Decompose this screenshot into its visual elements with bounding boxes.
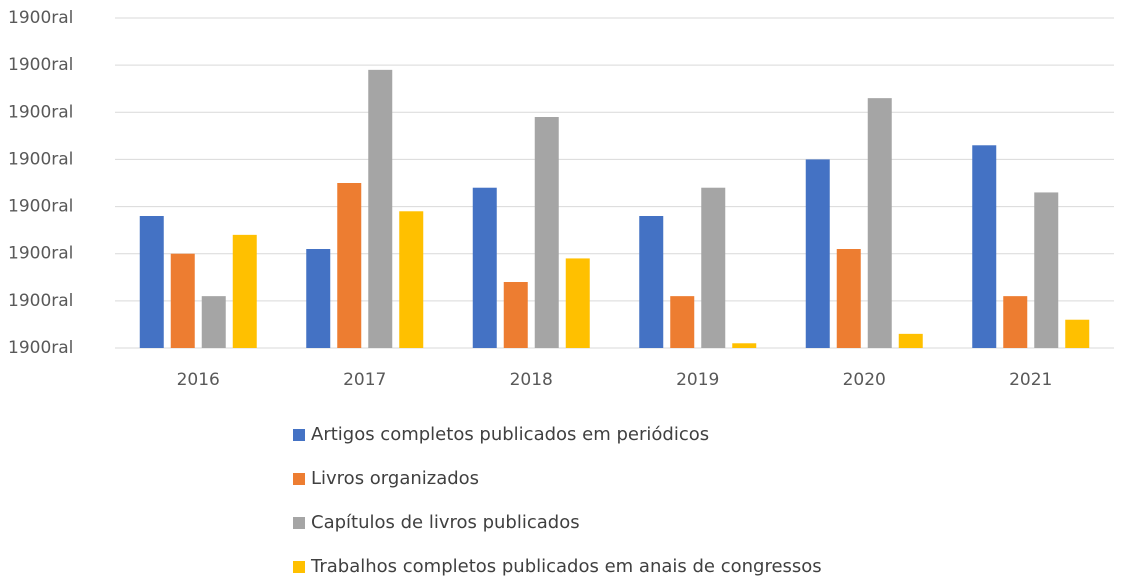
y-tick-label: 1900ral	[8, 244, 73, 264]
x-tick-label: 2019	[676, 370, 719, 390]
legend-label: Capítulos de livros publicados	[311, 512, 580, 533]
bar	[368, 69, 393, 348]
x-tick-label: 2021	[1009, 370, 1052, 390]
bar	[1003, 296, 1028, 348]
y-tick-label: 1900ral	[8, 102, 73, 122]
bar	[867, 98, 892, 349]
x-tick-label: 2017	[343, 370, 386, 390]
bar	[201, 296, 226, 348]
bar	[1034, 192, 1059, 348]
bar	[732, 343, 757, 348]
bar	[972, 145, 997, 348]
bar	[472, 187, 497, 348]
legend-swatch	[293, 517, 305, 529]
x-tick-label: 2020	[843, 370, 886, 390]
bar	[337, 183, 362, 348]
bar	[306, 249, 331, 348]
legend-label: Livros organizados	[311, 468, 479, 489]
bar	[565, 258, 590, 348]
y-tick-label: 1900ral	[8, 55, 73, 75]
legend-label: Artigos completos publicados em periódic…	[311, 424, 709, 445]
y-tick-label: 1900ral	[8, 338, 73, 358]
bar	[670, 296, 695, 348]
x-tick-label: 2018	[510, 370, 553, 390]
y-tick-label: 1900ral	[8, 291, 73, 311]
x-tick-label: 2016	[177, 370, 220, 390]
legend-swatch	[293, 473, 305, 485]
bar	[701, 187, 726, 348]
legend-swatch	[293, 561, 305, 573]
bar	[1065, 319, 1090, 348]
bar	[898, 333, 923, 348]
bar	[232, 234, 257, 348]
bar	[639, 216, 664, 348]
bar	[139, 216, 164, 348]
y-tick-label: 1900ral	[8, 8, 73, 28]
bar	[503, 282, 528, 348]
bar	[399, 211, 424, 348]
legend-label: Trabalhos completos publicados em anais …	[310, 556, 822, 577]
bar	[170, 253, 195, 348]
legend-swatch	[293, 429, 305, 441]
bar	[534, 117, 559, 348]
bar	[805, 159, 830, 348]
bar	[836, 249, 861, 348]
y-tick-label: 1900ral	[8, 149, 73, 169]
y-tick-label: 1900ral	[8, 197, 73, 217]
